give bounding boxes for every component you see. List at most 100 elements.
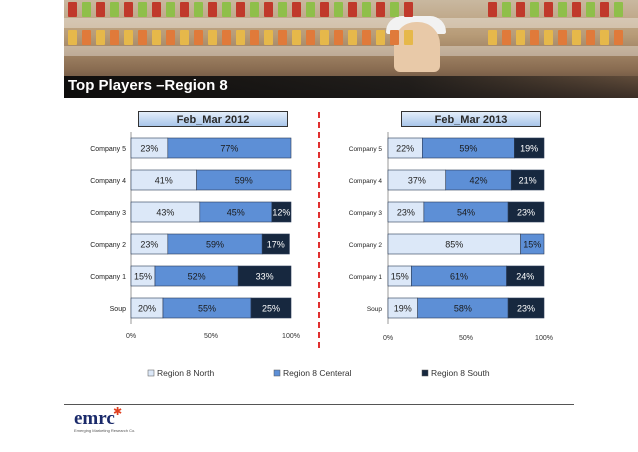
shelf-product bbox=[348, 30, 357, 45]
x-tick-label: 0% bbox=[383, 335, 393, 342]
legend-swatch bbox=[421, 369, 429, 377]
shelf-product bbox=[264, 30, 273, 45]
shelf-product bbox=[572, 2, 581, 17]
shelf-product bbox=[96, 2, 105, 17]
category-label: Company 5 bbox=[90, 146, 126, 153]
legend-label: Region 8 South bbox=[431, 368, 490, 378]
data-label: 85% bbox=[445, 240, 463, 250]
shelf-product bbox=[152, 2, 161, 17]
shelf-product bbox=[306, 30, 315, 45]
data-label: 15% bbox=[134, 272, 152, 282]
x-tick-label: 100% bbox=[282, 333, 300, 340]
shelf-product bbox=[124, 2, 133, 17]
category-label: Company 5 bbox=[349, 146, 383, 153]
shelf-product bbox=[614, 30, 623, 45]
shelf-product bbox=[208, 2, 217, 17]
shelf-product bbox=[250, 2, 259, 17]
bar-segment bbox=[507, 201, 545, 223]
shelf-product bbox=[320, 30, 329, 45]
shelf-product bbox=[586, 2, 595, 17]
shelf-product bbox=[334, 30, 343, 45]
category-label: Company 2 bbox=[349, 242, 383, 249]
shelf-product bbox=[68, 2, 77, 17]
data-label: 21% bbox=[519, 176, 537, 186]
shelf-product bbox=[544, 2, 553, 17]
shelf-product bbox=[138, 30, 147, 45]
shelf-product bbox=[376, 30, 385, 45]
shelf bbox=[64, 18, 638, 28]
category-label: Company 1 bbox=[90, 274, 126, 281]
data-label: 22% bbox=[396, 144, 414, 154]
shelf-product bbox=[278, 2, 287, 17]
shelf-product bbox=[124, 30, 133, 45]
category-label: Company 4 bbox=[90, 178, 126, 185]
brand-tagline: Emerging Marketing Research Co. bbox=[74, 428, 136, 433]
bar-segment bbox=[520, 233, 545, 255]
data-label: 15% bbox=[391, 272, 409, 282]
x-tick-label: 50% bbox=[204, 333, 218, 340]
shelf-product bbox=[516, 30, 525, 45]
data-label: 20% bbox=[138, 304, 156, 314]
data-label: 43% bbox=[156, 208, 174, 218]
shelf-product bbox=[166, 2, 175, 17]
chart-divider bbox=[318, 112, 320, 348]
shelf-product bbox=[334, 2, 343, 17]
category-label: Soup bbox=[110, 306, 126, 313]
shelf-product bbox=[292, 2, 301, 17]
bar-segment bbox=[514, 137, 545, 159]
shelf-product bbox=[502, 2, 511, 17]
chart-title-2013: Feb_Mar 2013 bbox=[401, 111, 541, 127]
data-label: 23% bbox=[517, 208, 535, 218]
shelf-product bbox=[320, 2, 329, 17]
x-tick-label: 0% bbox=[126, 333, 136, 340]
category-label: Company 3 bbox=[349, 210, 383, 217]
shelf-product bbox=[502, 30, 511, 45]
bar-segment bbox=[506, 265, 545, 287]
brand-logo: emrc bbox=[74, 408, 115, 429]
data-label: 41% bbox=[155, 176, 173, 186]
shelf-product bbox=[68, 30, 77, 45]
shelf-product bbox=[614, 2, 623, 17]
data-label: 54% bbox=[457, 208, 475, 218]
shelf-product bbox=[236, 30, 245, 45]
person-figure bbox=[394, 22, 440, 72]
shelf-product bbox=[208, 30, 217, 45]
chart-title-2012: Feb_Mar 2012 bbox=[138, 111, 288, 127]
data-label: 15% bbox=[523, 240, 541, 250]
shelf-product bbox=[600, 30, 609, 45]
data-label: 23% bbox=[140, 144, 158, 154]
shelf-product bbox=[404, 2, 413, 17]
shelf-product bbox=[194, 30, 203, 45]
shelf-product bbox=[586, 30, 595, 45]
legend-swatch bbox=[147, 369, 155, 377]
shelf-product bbox=[488, 30, 497, 45]
data-label: 42% bbox=[469, 176, 487, 186]
data-label: 25% bbox=[262, 304, 280, 314]
logo-star-icon: ✱ bbox=[113, 406, 123, 418]
data-label: 77% bbox=[220, 144, 238, 154]
shelf-product bbox=[180, 2, 189, 17]
category-label: Soup bbox=[367, 306, 383, 313]
legend-label: Region 8 North bbox=[157, 368, 214, 378]
data-label: 59% bbox=[459, 144, 477, 154]
shelf-product bbox=[600, 2, 609, 17]
shelf-product bbox=[572, 30, 581, 45]
shelf-product bbox=[544, 30, 553, 45]
shelf-product bbox=[516, 2, 525, 17]
shelf-product bbox=[278, 30, 287, 45]
shelf-product bbox=[362, 2, 371, 17]
shelf-product bbox=[110, 2, 119, 17]
shelf-product bbox=[558, 30, 567, 45]
category-label: Company 1 bbox=[349, 274, 383, 281]
data-label: 12% bbox=[272, 208, 290, 218]
shelf-product bbox=[558, 2, 567, 17]
shelf bbox=[64, 46, 638, 56]
bar-segment bbox=[167, 137, 292, 159]
data-label: 19% bbox=[520, 144, 538, 154]
category-label: Company 3 bbox=[90, 210, 126, 217]
data-label: 45% bbox=[227, 208, 245, 218]
data-label: 24% bbox=[516, 272, 534, 282]
shelf-product bbox=[96, 30, 105, 45]
shelf-product bbox=[390, 30, 399, 45]
